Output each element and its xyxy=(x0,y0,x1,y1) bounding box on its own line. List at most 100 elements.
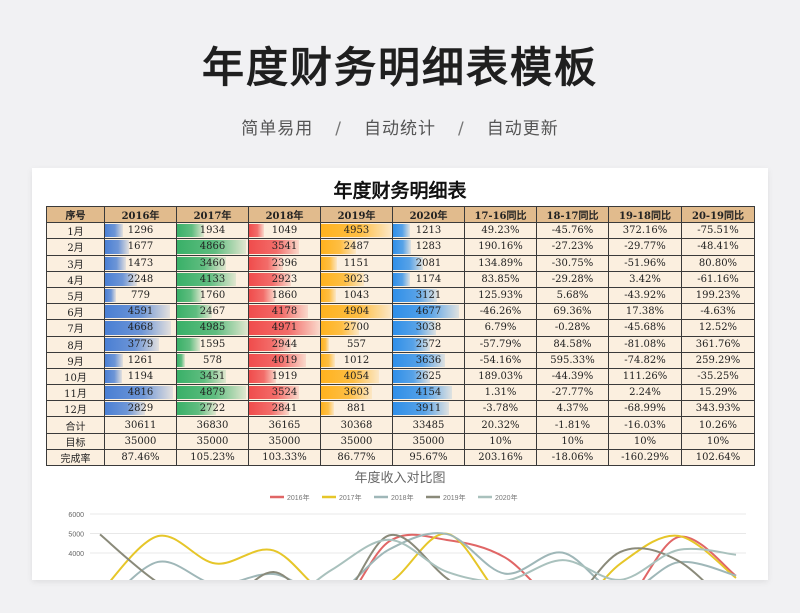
cell-value: -29.77% xyxy=(624,241,666,253)
cell-value: 87.46% xyxy=(121,451,160,463)
cell-value: 7月 xyxy=(67,324,84,336)
data-bar xyxy=(393,369,431,384)
value-cell: 578 xyxy=(176,351,249,369)
cell-value: 33485 xyxy=(412,419,445,431)
cell-value: 84.58% xyxy=(553,338,592,350)
value-cell: 4677 xyxy=(392,303,465,321)
data-bar xyxy=(249,256,284,270)
data-bar xyxy=(393,240,412,254)
cell-value: 1.31% xyxy=(484,387,517,399)
series-line-2017年 xyxy=(109,532,737,580)
tag-auto-update: 自动更新 xyxy=(486,119,559,139)
value-cell: 2841 xyxy=(248,400,321,418)
summary-value: 35000 xyxy=(320,432,393,450)
month-cell: 10月 xyxy=(46,367,105,386)
data-bar xyxy=(393,386,452,400)
cell-value: -1.81% xyxy=(554,419,591,431)
cell-value: 3636 xyxy=(415,354,442,366)
cell-value: -48.41% xyxy=(697,241,739,253)
cell-value: -4.63% xyxy=(700,306,736,318)
value-cell: 2923 xyxy=(248,270,321,288)
cell-value: 5月 xyxy=(67,292,84,304)
data-bar xyxy=(177,369,226,384)
value-cell: 4019 xyxy=(248,351,321,369)
month-cell: 3月 xyxy=(46,254,105,272)
ratio-cell: 1.31% xyxy=(464,384,537,402)
summary-ratio: 10.26% xyxy=(681,416,755,434)
ratio-cell: 80.80% xyxy=(681,254,755,272)
cell-value: 35000 xyxy=(340,435,373,447)
cell-value: 35000 xyxy=(124,435,157,447)
value-cell: 4866 xyxy=(176,238,249,256)
data-bar xyxy=(393,288,438,303)
data-bar xyxy=(321,369,379,384)
ratio-cell: 111.26% xyxy=(608,367,682,386)
cell-value: 6.79% xyxy=(484,322,517,334)
cell-value: 3.42% xyxy=(629,273,661,285)
ratio-cell: 189.03% xyxy=(464,367,537,386)
cell-value: 557 xyxy=(346,338,367,350)
cell-value: 69.36% xyxy=(553,306,592,318)
data-bar xyxy=(249,337,291,351)
tag-separator: / xyxy=(335,119,342,139)
ratio-cell: 125.93% xyxy=(464,286,537,305)
summary-value: 36165 xyxy=(248,416,321,434)
value-cell: 3460 xyxy=(176,254,249,272)
data-bar xyxy=(321,224,392,238)
ratio-cell: -29.28% xyxy=(536,270,609,288)
data-bar xyxy=(249,272,291,286)
data-bar xyxy=(321,386,373,400)
cell-value: 4866 xyxy=(199,241,226,253)
ratio-cell: -4.63% xyxy=(681,303,755,321)
series-line-2018年 xyxy=(128,532,737,580)
data-bar xyxy=(393,224,411,238)
cell-value: 4971 xyxy=(271,322,298,334)
table-row: 1月 1296 1934 1049 4953 1213 49.23% -45.76% 372.1… xyxy=(46,222,755,240)
summary-value: 105.23% xyxy=(176,448,249,467)
legend-label: 2019年 xyxy=(443,493,466,502)
legend-label: 2018年 xyxy=(391,493,414,502)
cell-value: 4677 xyxy=(415,306,442,318)
data-bar xyxy=(105,321,172,335)
ratio-cell: 83.85% xyxy=(464,270,537,288)
cell-value: -45.76% xyxy=(551,225,594,237)
cell-value: -54.16% xyxy=(479,354,522,366)
summary-label: 合计 xyxy=(46,416,105,434)
cell-value: 3541 xyxy=(271,241,298,253)
data-bar xyxy=(393,256,423,270)
summary-value: 36830 xyxy=(176,416,249,434)
cell-value: 80.80% xyxy=(698,257,738,269)
cell-value: 86.77% xyxy=(337,451,376,463)
cell-value: 111.26% xyxy=(622,370,668,382)
cell-value: 1213 xyxy=(415,225,442,237)
cell-value: 8月 xyxy=(67,340,84,352)
data-bar xyxy=(177,224,205,238)
value-cell: 4971 xyxy=(248,319,321,337)
cell-value: 36165 xyxy=(268,419,301,431)
ratio-cell: 15.29% xyxy=(681,384,755,402)
data-bar xyxy=(177,386,247,400)
summary-ratio: -1.81% xyxy=(536,416,609,434)
ratio-cell: 84.58% xyxy=(536,335,609,353)
cell-value: -27.23% xyxy=(551,241,594,253)
cell-value: 10% xyxy=(706,435,730,447)
ratio-cell: 4.37% xyxy=(536,400,609,418)
month-cell: 9月 xyxy=(46,351,105,369)
cell-value: 4133 xyxy=(199,273,226,285)
value-cell: 4953 xyxy=(320,222,393,240)
ratio-cell: 3.42% xyxy=(608,270,682,288)
cell-value: 1174 xyxy=(415,273,442,285)
summary-value: 35000 xyxy=(392,432,465,450)
summary-value: 87.46% xyxy=(104,448,177,467)
table-row: 5月 779 1760 1860 1043 3121 125.93% 5.68% -43.92%… xyxy=(46,286,755,305)
finance-table: 序号 2016年 2017年 2018年 2019年 2020年 17-16同比… xyxy=(46,205,755,467)
data-bar xyxy=(249,402,290,416)
value-cell: 1194 xyxy=(104,367,177,386)
value-cell: 4904 xyxy=(320,303,393,321)
data-bar xyxy=(105,402,146,416)
cell-value: 1919 xyxy=(271,370,298,382)
ratio-cell: 6.79% xyxy=(464,319,537,337)
cell-value: 3023 xyxy=(343,273,370,285)
summary-ratio: -160.29% xyxy=(608,448,682,467)
summary-ratio: -18.06% xyxy=(536,448,609,467)
